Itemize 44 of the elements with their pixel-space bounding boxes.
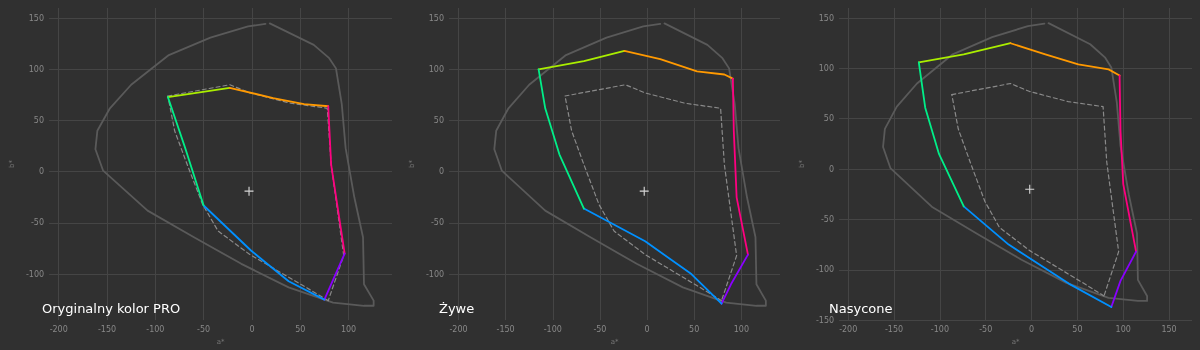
x-tick-label: -200 <box>839 324 858 334</box>
x-tick-label: -150 <box>97 324 117 334</box>
x-tick-label: -100 <box>543 324 562 334</box>
x-tick-label: -150 <box>884 324 904 334</box>
text: Oryginalny kolor PRO <box>42 301 181 316</box>
y-tick-label: -100 <box>815 265 835 275</box>
x-tick-label: 50 <box>1072 324 1083 334</box>
y-tick-label: -100 <box>425 269 445 279</box>
x-tick-label: 0 <box>249 324 255 334</box>
x-tick-label: -50 <box>593 324 607 334</box>
y-tick-label: -50 <box>820 214 835 224</box>
x-tick-label: 100 <box>1115 324 1131 334</box>
y-tick-label: 150 <box>428 13 445 23</box>
y-tick-label: 50 <box>33 116 45 126</box>
y-tick-label: 100 <box>28 64 45 74</box>
y-tick-label: 0 <box>828 164 835 174</box>
x-tick-label: -50 <box>979 324 993 334</box>
text: Żywe <box>439 301 475 316</box>
x-tick-label: 50 <box>689 324 700 334</box>
x-tick-label: 150 <box>1161 324 1177 334</box>
y-tick-label: 0 <box>38 167 45 177</box>
x-tick-label: 0 <box>644 324 650 334</box>
y-tick-label: 0 <box>438 167 445 177</box>
x-tick-label: -50 <box>197 324 211 334</box>
y-tick-label: 100 <box>818 63 835 73</box>
y-tick-label: 50 <box>823 114 835 124</box>
x-tick-label: -100 <box>146 324 165 334</box>
x-tick-label: -150 <box>496 324 515 334</box>
x-tick-label: 100 <box>733 324 749 334</box>
text: Nasycone <box>829 301 893 316</box>
x-tick-label: -100 <box>930 324 949 334</box>
y-tick-label: 150 <box>818 13 835 23</box>
y-tick-label: -50 <box>30 218 45 228</box>
y-tick-label: -150 <box>815 315 835 325</box>
y-tick-label: 100 <box>428 64 445 74</box>
y-tick-label: -100 <box>25 269 45 279</box>
x-tick-label: 0 <box>1029 324 1035 334</box>
y-tick-label: 150 <box>28 13 45 23</box>
x-tick-label: 100 <box>340 324 357 334</box>
x-tick-label: -200 <box>49 324 68 334</box>
x-tick-label: -200 <box>449 324 468 334</box>
y-tick-label: -50 <box>430 218 445 228</box>
y-tick-label: 50 <box>433 116 445 126</box>
x-tick-label: 50 <box>295 324 306 334</box>
